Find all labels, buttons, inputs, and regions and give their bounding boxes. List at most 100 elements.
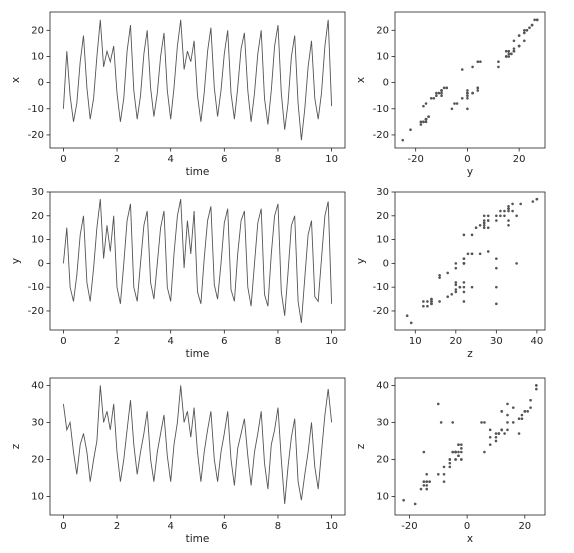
y-tick-label: 0 — [38, 78, 44, 89]
scatter-point — [529, 398, 532, 402]
scatter-point — [503, 209, 506, 213]
scatter-point — [424, 102, 428, 105]
y-axis-label: z — [355, 443, 367, 449]
y-tick-label: 0 — [38, 258, 44, 269]
subplot: -20 0 20 -20 -10 0 10 20 y x — [355, 11, 546, 178]
scatter-point — [517, 417, 521, 421]
scatter-point — [454, 288, 458, 291]
scatter-point — [486, 226, 490, 229]
scatter-point — [495, 302, 498, 306]
y-tick-label: 20 — [31, 211, 44, 222]
scatter-point — [448, 465, 452, 469]
scatter-point — [515, 214, 518, 218]
scatter-point — [497, 65, 500, 69]
scatter-point — [526, 410, 529, 413]
scatter-point — [425, 480, 429, 483]
scatter-point — [517, 34, 521, 37]
scatter-point — [437, 91, 441, 95]
scatter-point — [440, 89, 443, 92]
scatter-point — [435, 91, 438, 95]
scatter-point — [486, 219, 490, 222]
y-tick-label: -20 — [28, 306, 44, 317]
scatter-point — [528, 26, 531, 29]
scatter-point — [495, 219, 498, 222]
scatter-point — [488, 435, 492, 439]
y-tick-label: 20 — [376, 454, 389, 465]
subplot: 0 2 4 6 8 10 -20 -10 0 10 20 time x — [10, 11, 346, 178]
y-axis-label: x — [355, 77, 367, 83]
scatter-point — [482, 219, 486, 222]
scatter-point — [503, 432, 506, 435]
scatter-point — [497, 432, 501, 435]
scatter-point — [445, 86, 449, 90]
scatter-point — [401, 138, 405, 142]
x-tick-label: 0 — [464, 521, 470, 532]
x-tick-label: 20 — [513, 154, 526, 165]
scatter-point — [512, 49, 516, 53]
scatter-point — [486, 250, 490, 253]
y-tick-label: -10 — [373, 104, 389, 115]
scatter-point — [507, 49, 511, 53]
y-tick-label: -20 — [28, 130, 44, 141]
x-axis-label: y — [467, 166, 473, 178]
y-tick-label: 20 — [376, 25, 389, 36]
scatter-point — [523, 39, 526, 43]
y-tick-label: 10 — [376, 491, 389, 502]
scatter-point — [422, 120, 425, 124]
x-axis-label: time — [186, 348, 210, 360]
scatter-point — [494, 439, 498, 443]
scatter-point — [511, 406, 515, 409]
series-line — [62, 199, 333, 323]
subplot: 0 2 4 6 8 10 10 20 30 40 time z — [10, 377, 346, 545]
scatter-point — [515, 262, 518, 265]
scatter-point — [451, 450, 454, 454]
y-axis-label: x — [10, 77, 22, 83]
scatter-point — [424, 120, 428, 124]
scatter-point — [470, 252, 474, 256]
scatter-point — [422, 484, 426, 487]
scatter-point — [495, 257, 498, 260]
x-tick-label: 8 — [275, 336, 281, 347]
scatter-point — [529, 406, 532, 409]
scatter-point — [439, 421, 443, 424]
scatter-point — [476, 60, 480, 63]
y-tick-label: 10 — [376, 235, 389, 246]
scatter-point — [525, 29, 529, 32]
scatter-point — [510, 52, 513, 56]
series-line — [62, 19, 333, 141]
x-tick-label: 10 — [325, 521, 338, 532]
scatter-point — [483, 450, 486, 454]
scatter-point — [460, 97, 464, 100]
scatter-point — [506, 428, 509, 432]
scatter-point — [535, 387, 538, 391]
y-tick-label: 30 — [31, 417, 44, 428]
scatter-point — [478, 224, 482, 227]
x-tick-label: 0 — [464, 154, 470, 165]
scatter-point — [494, 435, 498, 439]
scatter-point — [419, 120, 423, 124]
scatter-point — [460, 450, 463, 454]
y-tick-label: 20 — [376, 211, 389, 222]
x-tick-label: 10 — [325, 336, 338, 347]
y-tick-label: -10 — [28, 282, 44, 293]
scatter-point — [482, 224, 486, 227]
scatter-point — [460, 447, 463, 450]
scatter-point — [517, 44, 521, 48]
x-tick-label: 4 — [167, 336, 173, 347]
scatter-point — [454, 290, 458, 294]
scatter-point — [426, 300, 429, 303]
x-tick-label: 0 — [60, 336, 66, 347]
scatter-point — [455, 102, 459, 105]
scatter-point — [419, 487, 423, 491]
scatter-point — [442, 465, 446, 469]
x-axis-label: z — [467, 348, 473, 360]
scatter-point — [478, 252, 482, 256]
scatter-point — [462, 281, 466, 284]
x-tick-label: 6 — [221, 521, 227, 532]
scatter-point — [419, 123, 423, 126]
scatter-point — [436, 402, 440, 406]
scatter-point — [531, 200, 535, 203]
scatter-point — [448, 461, 452, 465]
scatter-point — [482, 214, 486, 218]
